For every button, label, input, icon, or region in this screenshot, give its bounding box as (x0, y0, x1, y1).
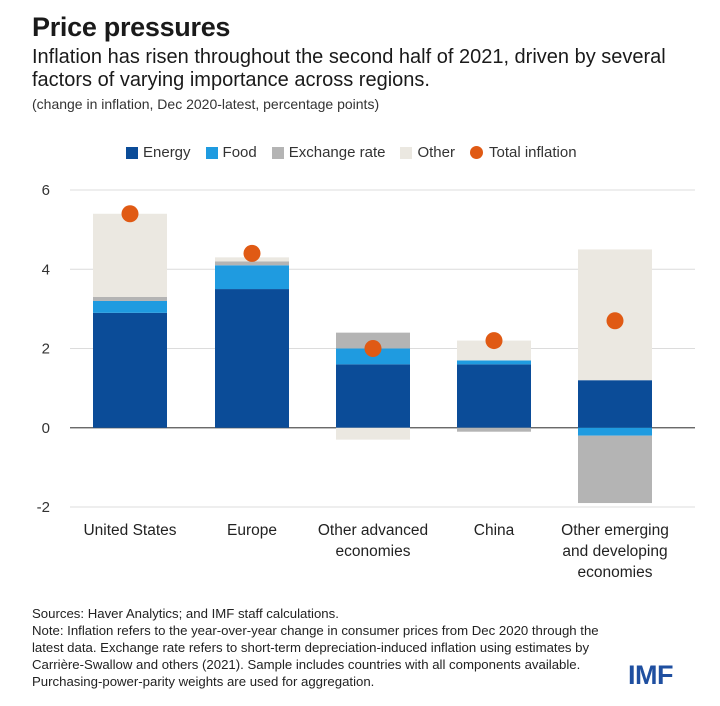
legend-item-food: Food (205, 144, 257, 161)
bar-segment-food (93, 300, 167, 313)
legend-swatch-food (205, 146, 218, 159)
legend-item-exchange-rate: Exchange rate (271, 144, 386, 161)
bar-segment-energy (457, 364, 531, 428)
chart-subtitle: Inflation has risen throughout the secon… (32, 46, 666, 91)
x-tick-label: United States (83, 522, 176, 539)
total-inflation-marker (121, 205, 139, 223)
total-inflation-marker (606, 312, 624, 330)
stacked-bar-chart: -2 0 2 4 6 United States Europe Other advanced e… (37, 182, 695, 581)
y-tick-label: 2 (42, 341, 50, 358)
legend-item-total-inflation: Total inflation (469, 144, 577, 161)
legend-item-other: Other (400, 144, 455, 161)
bar-segment-other (457, 340, 531, 361)
x-tick-label: Other emerging (561, 522, 669, 539)
x-tick-label: Europe (227, 522, 277, 539)
bar-segment-energy (93, 312, 167, 428)
bar-segment-exchange-rate (215, 261, 289, 266)
legend-swatch-other (400, 146, 413, 159)
legend-swatch-energy (126, 146, 138, 159)
x-tick-label: Other advanced (318, 522, 428, 539)
bar-segment-other (336, 427, 410, 440)
x-tick-label: economies (578, 564, 653, 581)
legend-label-exchange-rate: Exchange rate (288, 144, 386, 161)
total-inflation-marker (364, 340, 382, 357)
legend-item-energy: Energy (126, 144, 191, 161)
bar-segment-food (578, 427, 652, 436)
bar-segment-other (93, 213, 167, 297)
x-tick-label: and developing (562, 543, 667, 560)
y-tick-label: -2 (37, 499, 50, 516)
y-tick-label: 0 (42, 420, 50, 437)
bar-segment-food (215, 265, 289, 290)
legend-dot-total-inflation (469, 146, 483, 159)
bar-segment-energy (578, 380, 652, 428)
legend: Energy Food Exchange rate Other Total in… (126, 144, 592, 161)
y-tick-label: 6 (42, 182, 50, 199)
bar-segment-exchange-rate (457, 427, 531, 432)
legend-label-other: Other (417, 144, 455, 161)
y-tick-label: 4 (42, 261, 50, 278)
bar-segment-energy (336, 364, 410, 428)
x-tick-label: economies (336, 543, 411, 560)
bar-segment-exchange-rate (578, 435, 652, 504)
bar-segment-food (457, 360, 531, 365)
legend-label-food: Food (222, 144, 257, 161)
chart-title: Price pressures (32, 12, 231, 42)
total-inflation-marker (485, 332, 503, 350)
imf-logo: IMF (628, 660, 674, 690)
bar-segment-energy (215, 289, 289, 428)
x-tick-label: China (474, 522, 515, 539)
sources-text: Sources: Haver Analytics; and IMF staff … (32, 606, 339, 621)
unit-label: (change in inflation, Dec 2020-latest, p… (32, 96, 380, 112)
notes: Sources: Haver Analytics; and IMF staff … (32, 605, 612, 690)
note-text: Note: Inflation refers to the year-over-… (32, 623, 599, 689)
legend-swatch-exchange-rate (271, 146, 284, 159)
legend-label-total-inflation: Total inflation (488, 144, 577, 161)
bar-segment-exchange-rate (93, 296, 167, 301)
legend-label-energy: Energy (143, 144, 191, 161)
total-inflation-marker (243, 244, 261, 262)
